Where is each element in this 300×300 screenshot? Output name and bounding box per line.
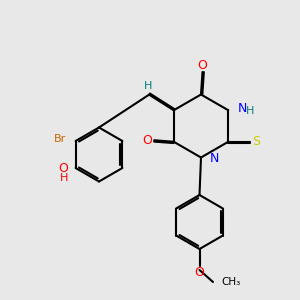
Text: O: O bbox=[198, 59, 207, 72]
Text: N: N bbox=[209, 152, 219, 166]
Text: H: H bbox=[60, 172, 68, 183]
Text: H: H bbox=[143, 81, 152, 91]
Text: CH₃: CH₃ bbox=[221, 277, 241, 287]
Text: Br: Br bbox=[54, 134, 66, 144]
Text: S: S bbox=[253, 135, 260, 148]
Text: O: O bbox=[143, 134, 153, 147]
Text: H: H bbox=[246, 106, 254, 116]
Text: O: O bbox=[195, 266, 204, 279]
Text: N: N bbox=[237, 102, 247, 115]
Text: O: O bbox=[58, 162, 68, 175]
